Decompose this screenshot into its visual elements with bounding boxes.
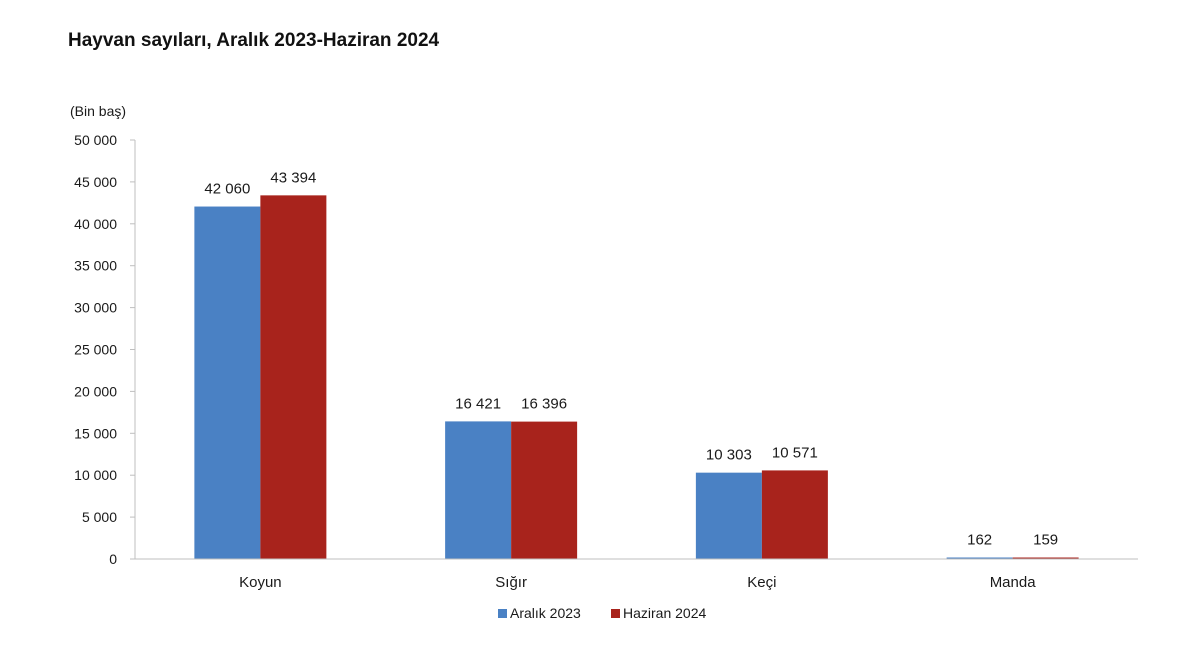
y-tick-label: 35 000 xyxy=(74,258,117,274)
y-tick-label: 0 xyxy=(109,551,117,567)
bar xyxy=(260,195,327,559)
y-tick-label: 5 000 xyxy=(82,509,117,525)
bar xyxy=(946,557,1013,559)
legend-swatch xyxy=(611,609,620,618)
legend-entry: Aralık 2023 xyxy=(510,605,581,621)
bar xyxy=(445,421,512,559)
legend: Aralık 2023 Haziran 2024 xyxy=(498,605,706,621)
y-tick-label: 25 000 xyxy=(74,342,117,358)
y-tick-label: 30 000 xyxy=(74,300,117,316)
bar xyxy=(511,421,578,559)
bar xyxy=(695,472,762,559)
data-label: 159 xyxy=(1033,532,1058,549)
bars: 42 060 43 394 16 421 16 396 10 303 10 571 162 1… xyxy=(194,169,1079,559)
y-tick-label: 40 000 xyxy=(74,216,117,232)
y-axis: 0 5 000 10 000 15 000 20 000 25 000 30 000 35 0… xyxy=(74,132,136,567)
data-label: 10 571 xyxy=(772,444,818,461)
x-axis: Koyun Sığır Keçi Manda xyxy=(135,558,1138,591)
bar xyxy=(1012,557,1079,559)
data-label: 43 394 xyxy=(270,169,316,186)
data-label: 162 xyxy=(967,532,992,549)
data-label: 16 396 xyxy=(521,396,567,413)
x-tick-label: Keçi xyxy=(747,574,776,591)
y-axis-unit-label: (Bin baş) xyxy=(70,103,126,119)
legend-swatch xyxy=(498,609,507,618)
chart-title: Hayvan sayıları, Aralık 2023-Haziran 202… xyxy=(68,30,440,51)
y-tick-label: 15 000 xyxy=(74,425,117,441)
y-tick-label: 20 000 xyxy=(74,383,117,399)
y-tick-label: 45 000 xyxy=(74,174,117,190)
x-tick-label: Sığır xyxy=(495,574,527,591)
data-label: 42 060 xyxy=(204,181,250,198)
x-tick-label: Manda xyxy=(990,574,1037,591)
bar xyxy=(761,470,828,559)
data-label: 16 421 xyxy=(455,395,501,412)
y-tick-label: 50 000 xyxy=(74,132,117,148)
bar xyxy=(194,206,261,559)
x-tick-label: Koyun xyxy=(239,574,282,591)
data-label: 10 303 xyxy=(706,447,752,464)
legend-entry: Haziran 2024 xyxy=(623,605,706,621)
y-tick-label: 10 000 xyxy=(74,467,117,483)
